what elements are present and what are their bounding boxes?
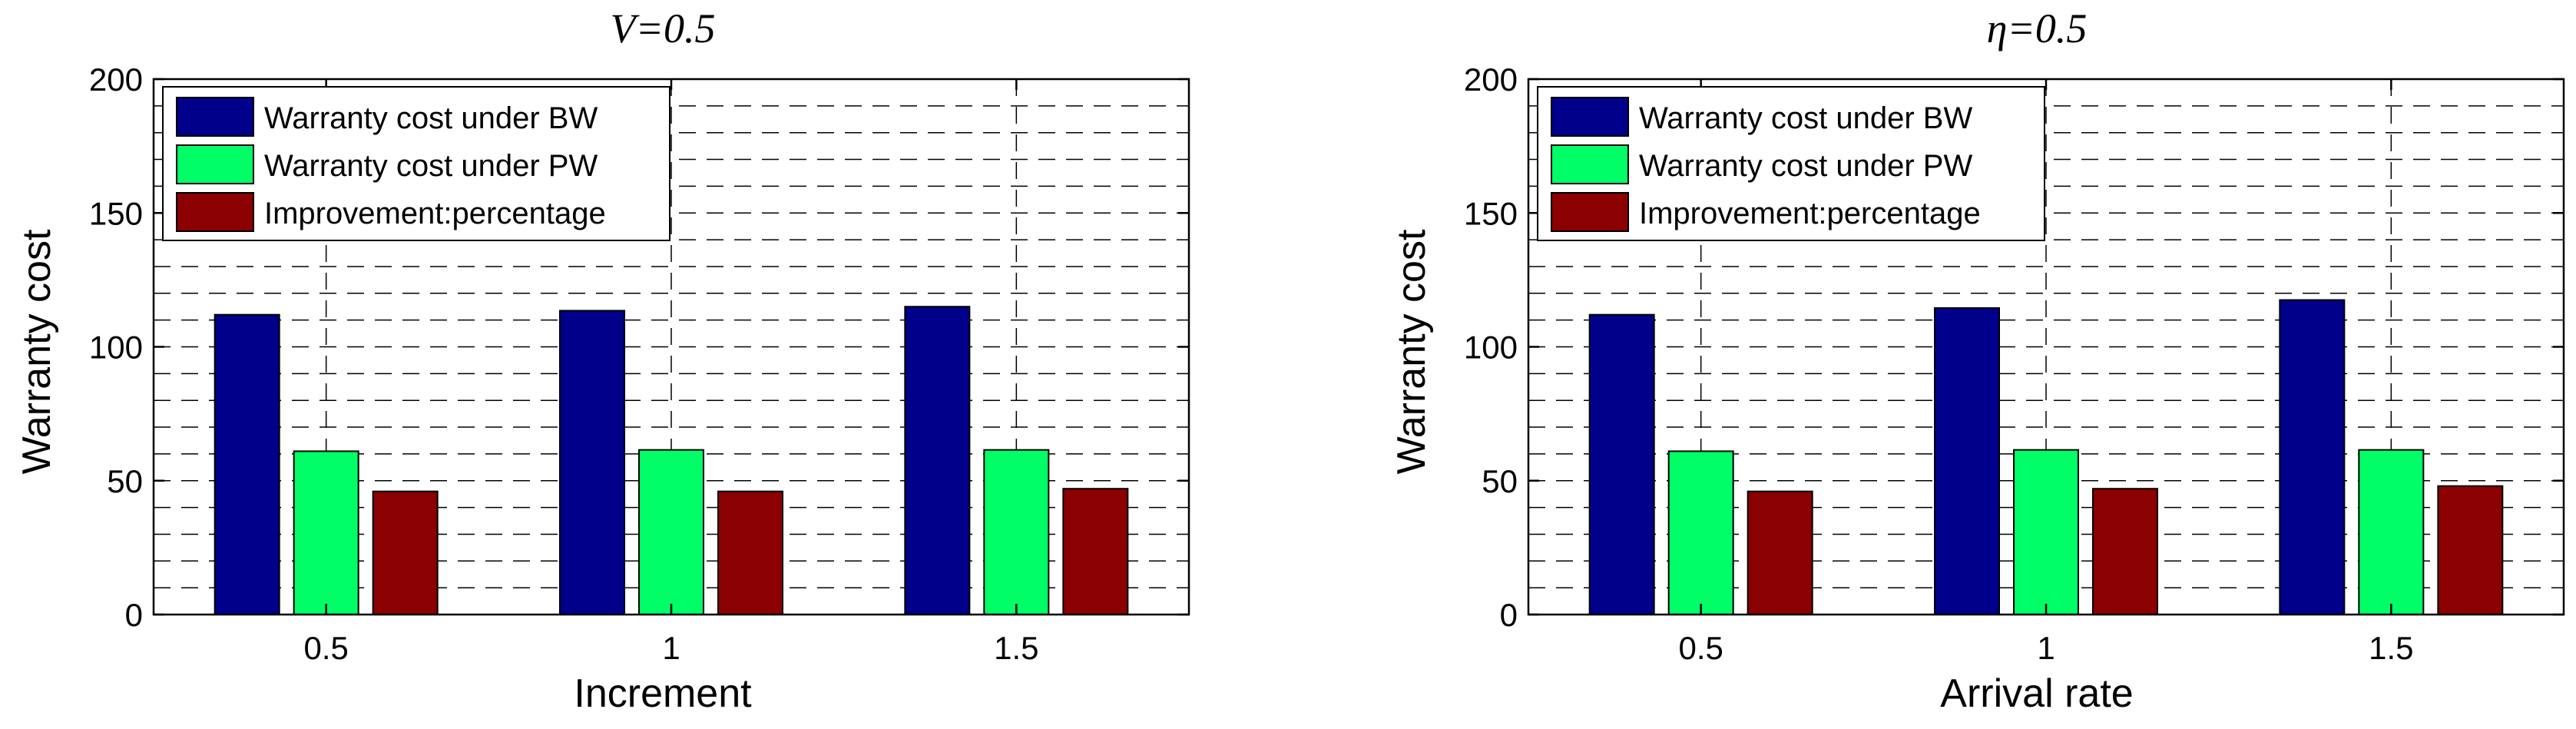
legend-swatch xyxy=(176,192,254,232)
bar xyxy=(1667,450,1734,615)
chart-left: V=0.5 Warranty cost Increment 0 50 100 150 2… xyxy=(15,5,1190,716)
y-tick-label: 150 xyxy=(89,195,143,231)
legend-label: Warranty cost under BW xyxy=(1639,101,1972,135)
bar xyxy=(717,490,783,615)
y-tick-label: 0 xyxy=(125,597,143,633)
legend-label: Improvement:percentage xyxy=(264,197,606,230)
bar xyxy=(2092,488,2158,616)
y-tick-label: 50 xyxy=(1482,463,1518,499)
y-axis-label: Warranty cost xyxy=(15,229,59,474)
bar xyxy=(1747,490,1813,615)
x-axis-label: Arrival rate xyxy=(1940,671,2133,716)
bar xyxy=(2279,299,2346,615)
x-tick-label: 1.5 xyxy=(994,630,1038,666)
plot-area: 0 50 100 150 200 0.5 1 1.5 xyxy=(1464,61,2565,666)
legend: Warranty cost under BW Warranty cost unde… xyxy=(1537,86,2045,241)
y-tick-label: 200 xyxy=(89,61,143,98)
bar xyxy=(2358,449,2425,615)
chart-title: η=0.5 xyxy=(1987,5,2088,51)
bar xyxy=(904,306,971,615)
bar xyxy=(1588,313,1655,615)
y-tick-label: 200 xyxy=(1464,61,1518,98)
y-tick-label: 100 xyxy=(1464,330,1518,366)
bar xyxy=(214,313,280,615)
legend-label: Improvement:percentage xyxy=(1639,197,1981,230)
legend-swatch xyxy=(1551,97,1629,137)
x-axis-label: Increment xyxy=(574,671,752,716)
y-tick-label: 50 xyxy=(107,463,143,499)
legend-label: Warranty cost under BW xyxy=(264,101,598,135)
y-tick-label: 150 xyxy=(1464,195,1518,231)
bar xyxy=(2013,449,2079,615)
x-tick-label: 1 xyxy=(2037,630,2055,666)
chart-title: V=0.5 xyxy=(611,5,716,51)
legend-swatch xyxy=(1551,144,1629,184)
chart-right: η=0.5 Warranty cost Arrival rate 0 50 100 1… xyxy=(1389,5,2565,716)
bar xyxy=(293,450,359,615)
legend-swatch xyxy=(176,97,254,137)
y-tick-label: 0 xyxy=(1500,597,1518,633)
bar xyxy=(2437,485,2504,615)
x-tick-label: 1 xyxy=(662,630,680,666)
legend-label: Warranty cost under PW xyxy=(1639,149,1972,183)
y-tick-label: 100 xyxy=(89,330,143,366)
bar xyxy=(983,449,1050,615)
bar xyxy=(1062,488,1129,616)
x-tick-label: 1.5 xyxy=(2369,630,2413,666)
plot-area: 0 50 100 150 200 0.5 1 1.5 xyxy=(89,61,1190,666)
x-tick-label: 0.5 xyxy=(303,630,348,666)
bar xyxy=(372,490,439,615)
x-tick-label: 0.5 xyxy=(1678,630,1723,666)
legend-label: Warranty cost under PW xyxy=(264,149,598,183)
legend-swatch xyxy=(1551,192,1629,232)
legend-swatch xyxy=(176,144,254,184)
y-axis-label: Warranty cost xyxy=(1389,229,1434,474)
legend: Warranty cost under BW Warranty cost unde… xyxy=(162,86,670,241)
bar xyxy=(638,449,704,615)
bar xyxy=(559,310,625,615)
bar xyxy=(1934,307,2000,615)
